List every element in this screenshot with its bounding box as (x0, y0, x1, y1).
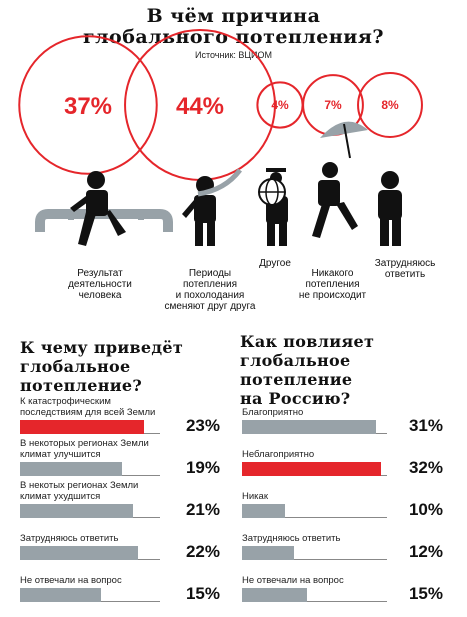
cause-label-4-line2: потепления (305, 279, 360, 290)
right-title-line1: Как повлияет (240, 332, 375, 351)
left-bar-4 (20, 546, 139, 560)
cause-label-4-line1: Никакого (311, 268, 354, 279)
right-row-label-3: Никак (242, 491, 387, 502)
left-row-label-1: К катастрофическим последствиям для всей … (20, 396, 160, 418)
cause-label-1-line2: деятельности (68, 279, 132, 290)
right-row-label-5: Не отвечали на вопрос (242, 575, 387, 586)
cause-label-3: Другое (245, 258, 305, 269)
right-bar-4 (242, 546, 294, 560)
cause-label-1-line1: Результат (77, 268, 123, 279)
left-title-line1: К чему приведёт (20, 338, 184, 357)
left-title-line3: потепление? (20, 376, 143, 395)
left-row-label-3-line1: В некотых регионах Земли (20, 480, 139, 491)
left-row-label-3: В некотых регионах Земли климат ухудшится (20, 480, 160, 502)
source-note: Источник: ВЦИОМ (194, 50, 273, 60)
person-with-scarf-icon (182, 168, 242, 246)
left-value-3: 21% (185, 500, 220, 519)
right-title-line3: потепление (240, 370, 353, 389)
right-value-1: 31% (408, 416, 443, 435)
right-bar-2 (242, 462, 381, 476)
left-row-label-2-line2: климат улучшится (20, 449, 101, 460)
left-row-label-2: В некоторых регионах Земли климат улучшит… (20, 438, 160, 460)
left-title-line2: глобальное (20, 357, 131, 376)
cause-value-label-3: 4% (271, 98, 289, 112)
right-row-label-3-line1: Никак (242, 491, 268, 502)
right-row-label-2-line1: Неблагоприятно (242, 449, 315, 460)
left-bar-3 (20, 504, 134, 518)
right-row-label-4-line1: Затрудняюсь ответить (242, 533, 341, 544)
cause-value-label-4: 7% (324, 98, 342, 112)
left-bar-5 (20, 588, 101, 602)
right-row-label-4: Затрудняюсь ответить (242, 533, 387, 544)
person-with-globe-icon (258, 168, 288, 246)
person-standing-icon (378, 171, 402, 246)
left-row-label-5-line1: Не отвечали на вопрос (20, 575, 122, 586)
cause-value-label-5: 8% (381, 98, 399, 112)
cause-label-2-line2: потепления (182, 279, 238, 290)
cause-bubble-5 (357, 72, 423, 138)
cause-label-2-line3: и похолодания (175, 290, 245, 301)
right-row-label-1: Благоприятно (242, 407, 387, 418)
cause-label-5-line1: Затрудняюсь (374, 258, 436, 269)
cause-label-5-line2: ответить (384, 269, 426, 280)
cause-label-1-line3: человека (78, 290, 122, 301)
cause-label-4-line3: не происходит (298, 290, 367, 301)
left-row-label-4: Затрудняюсь ответить (20, 533, 160, 544)
left-value-1: 23% (185, 416, 220, 435)
left-bar-2 (20, 462, 123, 476)
right-value-4: 12% (408, 542, 443, 561)
right-row-label-2: Неблагоприятно (242, 449, 387, 460)
cause-label-4: Никакого потепления не происходит (290, 268, 375, 301)
right-track-3 (242, 517, 387, 518)
right-value-3: 10% (408, 500, 443, 519)
cause-label-5: Затрудняюсь ответить (365, 258, 445, 280)
left-value-5: 15% (185, 584, 220, 603)
cause-label-2-line4: сменяют друг друга (164, 301, 256, 312)
cause-value-label-2: 44% (176, 93, 224, 120)
right-row-label-5-line1: Не отвечали на вопрос (242, 575, 344, 586)
left-value-4: 22% (185, 542, 220, 561)
left-row-label-1-line1: К катастрофическим (20, 396, 111, 407)
cause-label-2-line1: Периоды (188, 268, 232, 279)
cause-value-label-1: 37% (64, 93, 112, 120)
right-bar-3 (242, 504, 286, 518)
right-value-5: 15% (408, 584, 443, 603)
left-section-title: К чему приведёт глобальное потепление? (20, 338, 183, 395)
right-bar-5 (242, 588, 307, 602)
cause-bubble-1 (18, 35, 158, 175)
right-title-line4: на Россию? (240, 389, 351, 408)
right-bar-1 (242, 420, 377, 434)
left-bar-1 (20, 420, 144, 434)
cause-label-3-line1: Другое (259, 258, 291, 269)
right-row-label-1-line1: Благоприятно (242, 407, 304, 418)
right-track-4 (242, 559, 387, 560)
right-value-2: 32% (408, 458, 443, 477)
left-row-label-2-line1: В некоторых регионах Земли (20, 438, 149, 449)
cause-bubble-chart: 37% 44% 4% 7% 8% (18, 29, 423, 246)
right-section-title: Как повлияет глобальное потепление на Ро… (240, 332, 374, 408)
left-value-2: 19% (185, 458, 220, 477)
person-on-pipe-icon (70, 171, 126, 246)
right-title-line2: глобальное (240, 351, 351, 370)
person-with-umbrella-icon (312, 121, 368, 238)
left-row-label-1-line2: последствиям для всей Земли (20, 407, 156, 418)
left-row-label-4-line1: Затрудняюсь ответить (20, 533, 119, 544)
cause-label-1: Результат деятельности человека (55, 268, 145, 301)
left-row-label-5: Не отвечали на вопрос (20, 575, 160, 586)
right-track-5 (242, 601, 387, 602)
page-title-line1: В чём причина (146, 5, 321, 27)
cause-label-2: Периоды потепления и похолодания сменяют… (150, 268, 270, 312)
left-row-label-3-line2: климат ухудшится (20, 491, 101, 502)
